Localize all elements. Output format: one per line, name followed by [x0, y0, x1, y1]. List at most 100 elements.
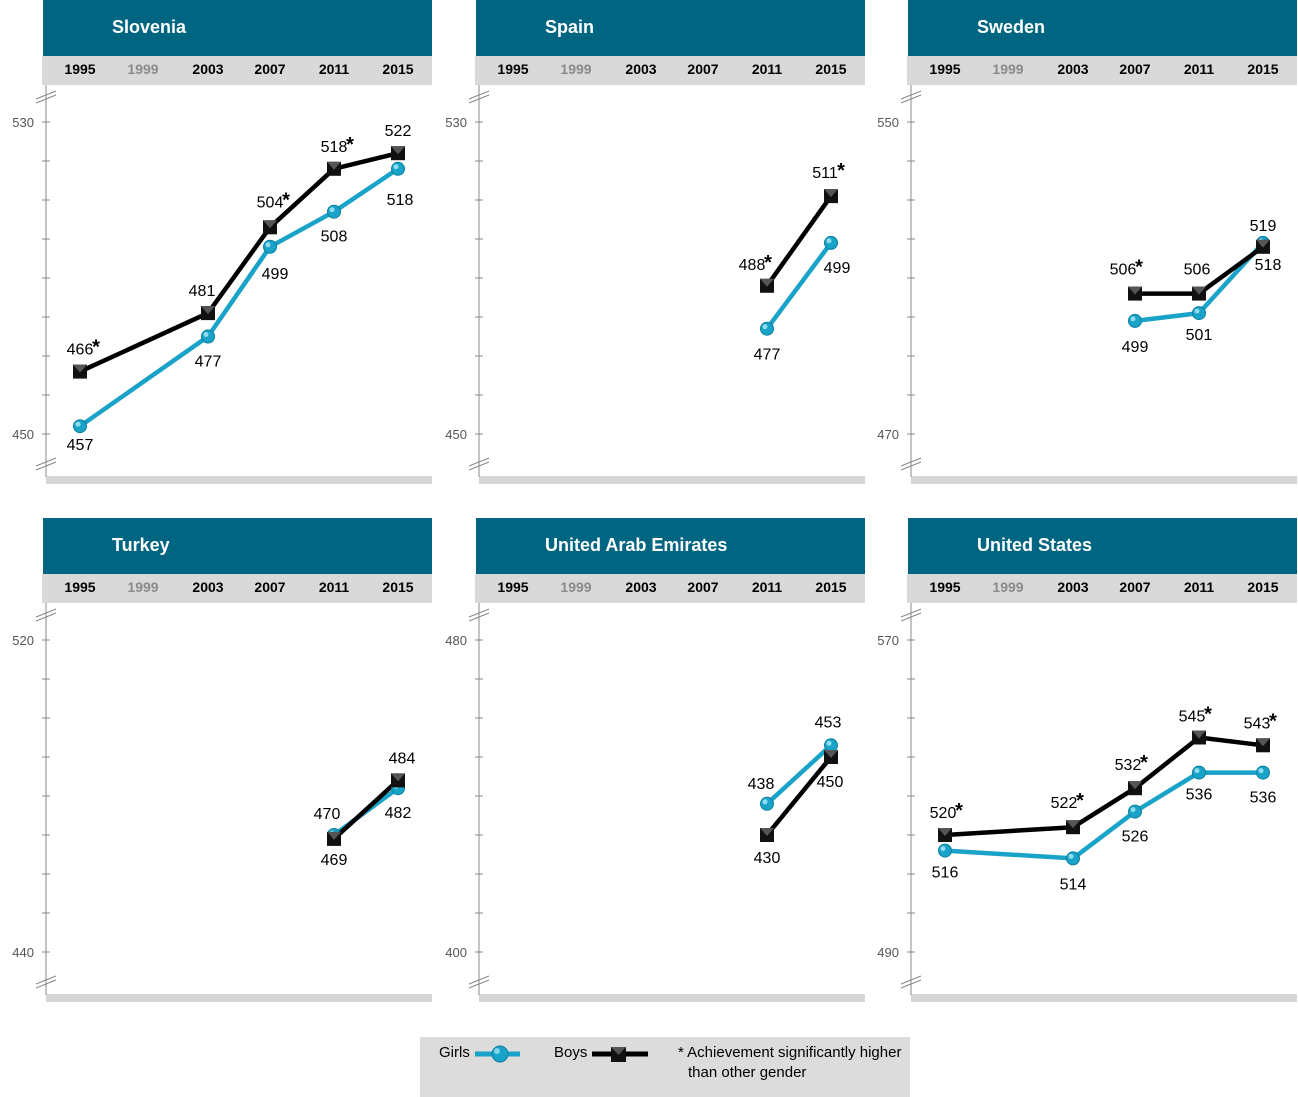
girls-point-2011 — [1192, 306, 1206, 321]
panel-title: Sweden — [977, 17, 1045, 37]
axis-break-mark — [900, 979, 922, 989]
year-label-1995: 1995 — [64, 61, 95, 77]
significance-star-2007: * — [1140, 752, 1148, 774]
girls-point-highlight — [762, 799, 768, 805]
girls-point-highlight — [1130, 807, 1136, 813]
year-label-2015: 2015 — [1247, 579, 1278, 595]
year-label-2011: 2011 — [752, 61, 783, 77]
year-label-1995: 1995 — [497, 61, 528, 77]
girls-point-highlight — [1130, 316, 1136, 322]
boys-data-label-2003: 481 — [189, 283, 216, 300]
year-label-2007: 2007 — [1119, 579, 1150, 595]
girls-data-label-2011: 508 — [321, 229, 348, 246]
year-band — [475, 574, 865, 603]
significance-star-1995: * — [92, 337, 100, 359]
year-label-2015: 2015 — [815, 61, 846, 77]
boys-point-bevel — [327, 161, 341, 170]
girls-point-2007 — [1128, 804, 1142, 819]
boys-point-bevel — [201, 306, 215, 315]
boys-point-bevel — [263, 220, 277, 229]
girls-point-2015 — [1256, 765, 1270, 780]
y-tick-label-top: 550 — [877, 115, 899, 130]
girls-data-label-2015: 482 — [385, 805, 412, 822]
y-tick-label-top: 530 — [12, 115, 34, 130]
boys-data-label-2007: 506 — [1110, 262, 1137, 279]
boys-point-bevel — [1128, 781, 1142, 790]
girls-data-label-2007: 526 — [1122, 829, 1149, 846]
boys-data-label-2015: 484 — [389, 750, 416, 767]
year-band — [42, 574, 432, 603]
axis-break-mark — [35, 94, 57, 104]
legend-boys-symbol — [592, 1047, 648, 1062]
girls-point-2007 — [263, 239, 277, 254]
girls-point-2003 — [201, 329, 215, 344]
girls-point-highlight — [826, 238, 832, 244]
girls-data-label-2015: 499 — [824, 260, 851, 277]
boys-data-label-2015: 450 — [817, 774, 844, 791]
year-band — [907, 574, 1297, 603]
axis-break-mark — [900, 461, 922, 471]
year-label-1999: 1999 — [992, 61, 1023, 77]
girls-point-2011 — [1192, 765, 1206, 780]
axis-break-mark — [35, 90, 57, 100]
girls-data-label-1995: 457 — [67, 437, 94, 454]
panel-title-band — [908, 518, 1297, 574]
legend-note-line2: than other gender — [688, 1064, 807, 1081]
girls-data-label-2015: 453 — [815, 714, 842, 731]
girls-data-label-2003: 514 — [1060, 876, 1087, 893]
year-band — [907, 56, 1297, 85]
boys-data-label-2015: 518 — [1255, 257, 1282, 274]
boys-series-line — [332, 778, 400, 841]
girls-point-highlight — [1194, 308, 1200, 314]
y-tick-label-top: 480 — [445, 633, 467, 648]
significance-star-2007: * — [282, 189, 290, 211]
panel-title-band — [476, 518, 865, 574]
girls-series-line — [765, 241, 833, 331]
legend-boys-label: Boys — [554, 1044, 588, 1061]
axis-break-mark — [468, 457, 490, 467]
boys-point-bevel — [760, 278, 774, 287]
boys-data-label-2011: 430 — [754, 850, 781, 867]
axis-break-mark — [900, 457, 922, 467]
girls-point-2003 — [1066, 851, 1080, 866]
year-label-1999: 1999 — [560, 61, 591, 77]
girls-point-highlight — [762, 324, 768, 330]
girls-data-label-2015: 518 — [387, 192, 414, 209]
axis-break-mark — [35, 457, 57, 467]
year-label-2015: 2015 — [1247, 61, 1278, 77]
panel-title-band — [476, 0, 865, 56]
boys-data-label-2011: 518 — [321, 139, 348, 156]
significance-star-2007: * — [1135, 257, 1143, 279]
year-label-2003: 2003 — [192, 579, 223, 595]
y-tick-label-top: 530 — [445, 115, 467, 130]
year-label-2003: 2003 — [625, 579, 656, 595]
year-label-2015: 2015 — [815, 579, 846, 595]
y-tick-label-top: 570 — [877, 633, 899, 648]
year-label-2007: 2007 — [254, 61, 285, 77]
significance-star-2003: * — [1076, 790, 1084, 812]
year-label-1999: 1999 — [992, 579, 1023, 595]
girls-point-highlight — [265, 242, 271, 248]
axis-break-mark — [900, 608, 922, 618]
panel-title-band — [43, 518, 432, 574]
axis-break-mark — [900, 94, 922, 104]
year-label-1995: 1995 — [64, 579, 95, 595]
girls-data-label-2011: 536 — [1186, 787, 1213, 804]
significance-star-2011: * — [764, 252, 772, 274]
girls-data-label-2007: 499 — [1122, 339, 1149, 356]
axis-break-mark — [468, 612, 490, 622]
axis-break-mark — [468, 975, 490, 985]
panel-title-band — [908, 0, 1297, 56]
boys-point-bevel — [1192, 286, 1206, 295]
boys-point-bevel — [1256, 738, 1270, 747]
boys-point-bevel — [824, 750, 838, 758]
boys-data-label-2007: 532 — [1115, 757, 1142, 774]
girls-point-highlight — [1068, 853, 1074, 859]
year-label-2015: 2015 — [382, 61, 413, 77]
girls-data-label-2015: 536 — [1250, 790, 1277, 807]
legend-girls-label: Girls — [439, 1044, 470, 1061]
year-label-1995: 1995 — [929, 61, 960, 77]
year-label-1999: 1999 — [560, 579, 591, 595]
girls-data-label-2011: 470 — [314, 806, 341, 823]
significance-star-1995: * — [955, 800, 963, 822]
